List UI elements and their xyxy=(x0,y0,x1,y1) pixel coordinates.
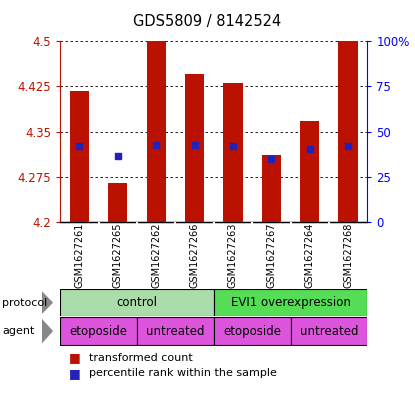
Bar xyxy=(214,317,290,345)
Text: GSM1627265: GSM1627265 xyxy=(113,223,123,288)
Text: etoposide: etoposide xyxy=(70,325,127,338)
Text: ■: ■ xyxy=(68,367,80,380)
Bar xyxy=(146,41,166,222)
Text: GSM1627262: GSM1627262 xyxy=(151,223,161,288)
Text: untreated: untreated xyxy=(300,325,358,338)
Text: transformed count: transformed count xyxy=(89,353,193,363)
Text: percentile rank within the sample: percentile rank within the sample xyxy=(89,368,277,378)
Text: ■: ■ xyxy=(68,351,80,364)
Bar xyxy=(70,91,89,222)
Text: agent: agent xyxy=(2,326,34,336)
Text: EVI1 overexpression: EVI1 overexpression xyxy=(231,296,350,309)
Text: etoposide: etoposide xyxy=(223,325,281,338)
Text: GSM1627267: GSM1627267 xyxy=(266,223,276,288)
Bar xyxy=(290,317,367,345)
Bar xyxy=(223,83,242,222)
Text: GSM1627261: GSM1627261 xyxy=(74,223,84,288)
Bar xyxy=(214,289,367,316)
Bar xyxy=(108,183,127,222)
Text: untreated: untreated xyxy=(146,325,205,338)
Bar xyxy=(60,317,137,345)
Text: GSM1627266: GSM1627266 xyxy=(190,223,200,288)
Text: protocol: protocol xyxy=(2,298,47,308)
Bar xyxy=(262,154,281,222)
Polygon shape xyxy=(42,318,53,344)
Bar xyxy=(300,121,319,222)
Text: GSM1627264: GSM1627264 xyxy=(305,223,315,288)
Text: control: control xyxy=(117,296,157,309)
Text: GDS5809 / 8142524: GDS5809 / 8142524 xyxy=(133,14,282,29)
Bar xyxy=(137,317,214,345)
Polygon shape xyxy=(42,291,53,314)
Text: GSM1627263: GSM1627263 xyxy=(228,223,238,288)
Bar xyxy=(339,41,358,222)
Bar xyxy=(60,289,214,316)
Bar xyxy=(185,74,204,222)
Text: GSM1627268: GSM1627268 xyxy=(343,223,353,288)
